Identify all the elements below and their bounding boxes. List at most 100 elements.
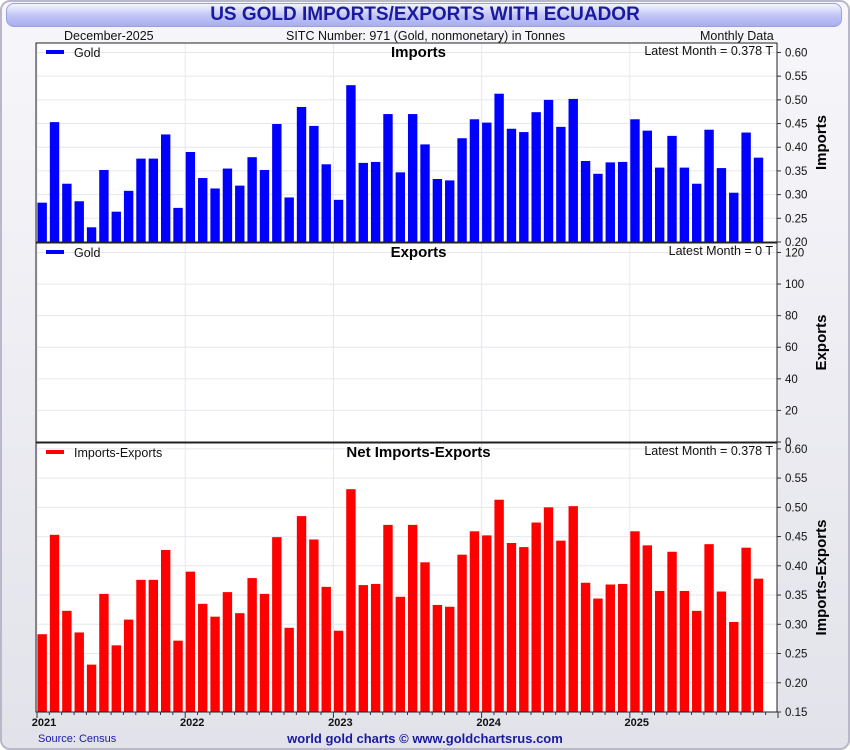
bar [679,590,690,712]
y-tick-label: 120 [785,247,804,259]
bar [123,619,134,712]
bar [531,112,541,243]
bar [383,524,393,712]
y-tick-label: 0.40 [785,561,807,573]
bar [531,522,541,712]
bar [469,119,480,242]
y-tick-label: 0.45 [785,119,807,131]
bar [667,135,677,242]
bar [580,160,591,242]
bar [543,99,554,242]
bar [420,562,430,712]
y-axis-title: Imports-Exports [813,520,830,636]
bar [123,190,134,242]
y-tick-label: 100 [785,279,804,291]
y-tick-label: 0.20 [785,678,807,690]
bar [469,531,480,712]
bar [642,545,653,712]
bar [556,540,566,712]
bar [630,531,640,712]
bar [741,547,751,712]
bar [37,202,47,242]
y-tick-label: 0.50 [785,502,807,514]
bar [753,157,764,242]
bar [346,85,356,242]
bar [692,610,702,712]
x-tick-label: 2021 [32,717,56,729]
bar [148,158,159,242]
plot-background [36,43,777,242]
y-tick-label: 0.50 [785,95,807,107]
bar [753,578,764,712]
footer-source: Source: Census [38,733,117,745]
bar [259,169,270,242]
y-tick-label: 20 [785,405,798,417]
bar [445,606,455,712]
bar [358,585,368,712]
bar [358,162,368,242]
bar [86,227,97,242]
y-tick-label: 0.35 [785,590,807,602]
y-tick-label: 0.35 [785,166,807,178]
y-tick-label: 0 [785,437,791,449]
legend-label: Gold [74,46,100,60]
legend-label: Gold [74,246,100,260]
bar [136,579,146,712]
bar [370,583,381,712]
bar [235,613,245,712]
bar [432,178,443,242]
bar [617,161,628,242]
bar [445,180,455,242]
plot-background [36,443,777,712]
bar [235,185,245,242]
bar [593,598,603,712]
y-tick-label: 0.20 [785,237,807,249]
x-tick-label: 2024 [476,717,501,729]
bar [198,178,208,242]
plot-border [35,442,778,713]
bar [74,201,84,242]
bar [704,129,714,242]
bar [111,211,121,242]
bar [568,506,578,712]
bar [333,630,344,712]
bar [160,134,171,242]
bar [543,507,554,712]
y-tick-label: 0.60 [785,444,807,456]
bar [420,144,430,242]
bar [593,173,603,242]
bar [296,106,307,243]
report-date: December-2025 [64,29,154,43]
x-tick-label: 2023 [328,717,352,729]
bar [395,172,406,242]
bar [198,603,208,712]
frequency-label: Monthly Data [700,29,774,43]
bar [383,114,393,242]
bar [247,157,257,242]
legend-label: Imports-Exports [74,446,162,460]
bar [642,130,653,242]
legend-swatch [46,50,64,54]
bar [74,632,84,712]
bar [173,640,183,712]
latest-month-label: Latest Month = 0.378 T [644,444,773,458]
bar [704,544,714,712]
bar [173,207,183,242]
bar [210,616,220,712]
panel-title: Net Imports-Exports [346,444,490,461]
bar [62,183,72,242]
bar [148,579,159,712]
bar [716,168,727,242]
bar [321,164,331,242]
bar [160,550,171,712]
y-tick-label: 0.40 [785,142,807,154]
bar [309,539,319,712]
bar [568,98,578,242]
bar [457,554,467,712]
bar [692,183,702,242]
bar [99,169,109,242]
bar [482,535,492,712]
y-tick-label: 0.30 [785,190,807,202]
bar [346,489,356,712]
